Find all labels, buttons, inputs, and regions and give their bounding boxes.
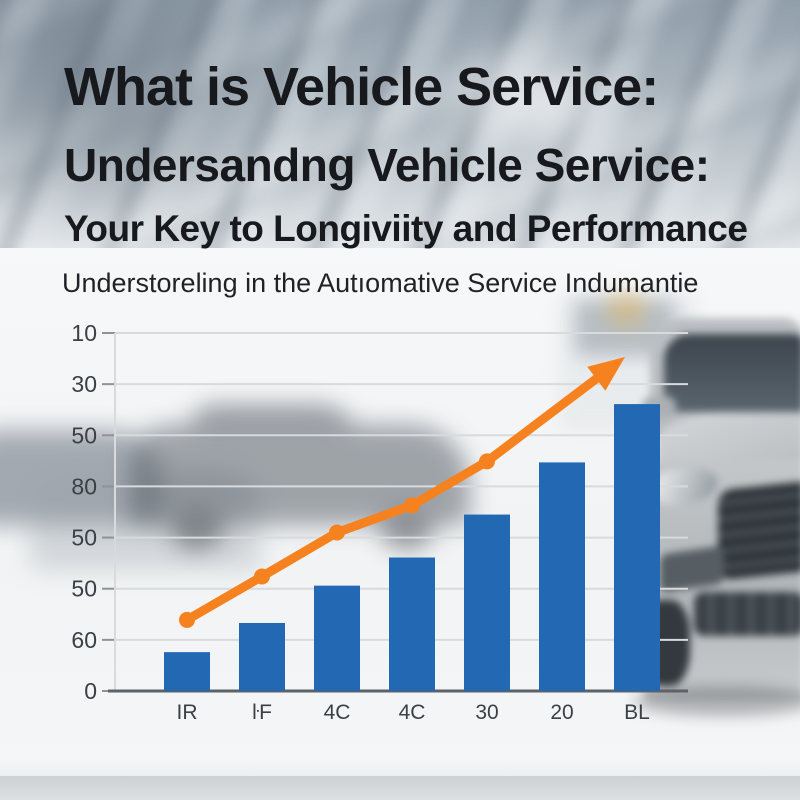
car-bumper <box>694 592 800 636</box>
chart-subtitle: Understoreling in the Autıomative Servic… <box>62 268 699 298</box>
blurred-dark-suv <box>130 405 470 555</box>
trend-dot <box>404 497 420 514</box>
trend-dot <box>479 453 495 470</box>
trend-dot <box>254 568 270 585</box>
y-tick-label: 50 <box>71 525 97 551</box>
bar <box>239 622 285 691</box>
trend-dot <box>329 524 345 541</box>
bar <box>464 514 510 691</box>
car-windshield <box>664 334 800 412</box>
x-axis-label: 20 <box>550 701 573 724</box>
y-tick-label: 80 <box>71 473 97 499</box>
y-tick-label: 50 <box>71 422 97 448</box>
bar <box>164 652 210 691</box>
title-line-2: Undersandng Vehicle Service: <box>64 139 710 191</box>
x-axis-label: 4C <box>399 701 426 724</box>
bar <box>539 462 585 691</box>
trend-line <box>182 368 608 625</box>
x-axis-label: 4C <box>324 701 351 724</box>
workshop-ceiling-photo <box>0 0 800 290</box>
y-tick-label: 10 <box>71 320 97 346</box>
silver-car-right <box>634 300 800 720</box>
ceiling-light-glow <box>430 40 650 160</box>
amber-light-blob <box>598 283 654 335</box>
trend-arrowhead <box>587 357 625 391</box>
bottom-fade <box>0 758 800 776</box>
suv-wheel <box>170 505 224 549</box>
y-tick-label: 50 <box>71 576 97 602</box>
x-axis-label: IR <box>177 701 198 724</box>
y-tick-label: 30 <box>71 371 97 397</box>
x-axis-label: 30 <box>475 701 498 724</box>
bar <box>389 557 435 691</box>
headline-block: What is Vehicle Service: Undersandng Veh… <box>64 60 764 250</box>
bar <box>614 404 660 691</box>
y-tick-label: 60 <box>71 627 97 653</box>
title-line-3: Your Key to Longiviity and Performance <box>64 208 748 249</box>
x-axis-label: BL <box>624 701 650 724</box>
trend-dot <box>179 611 195 628</box>
bar <box>314 585 360 691</box>
ceiling-shadow <box>0 0 280 240</box>
x-axis-label: ŀF <box>252 701 272 724</box>
title-line-1: What is Vehicle Service: <box>64 57 659 117</box>
bottom-floor-strip <box>0 776 800 800</box>
y-tick-label: 0 <box>84 678 97 704</box>
